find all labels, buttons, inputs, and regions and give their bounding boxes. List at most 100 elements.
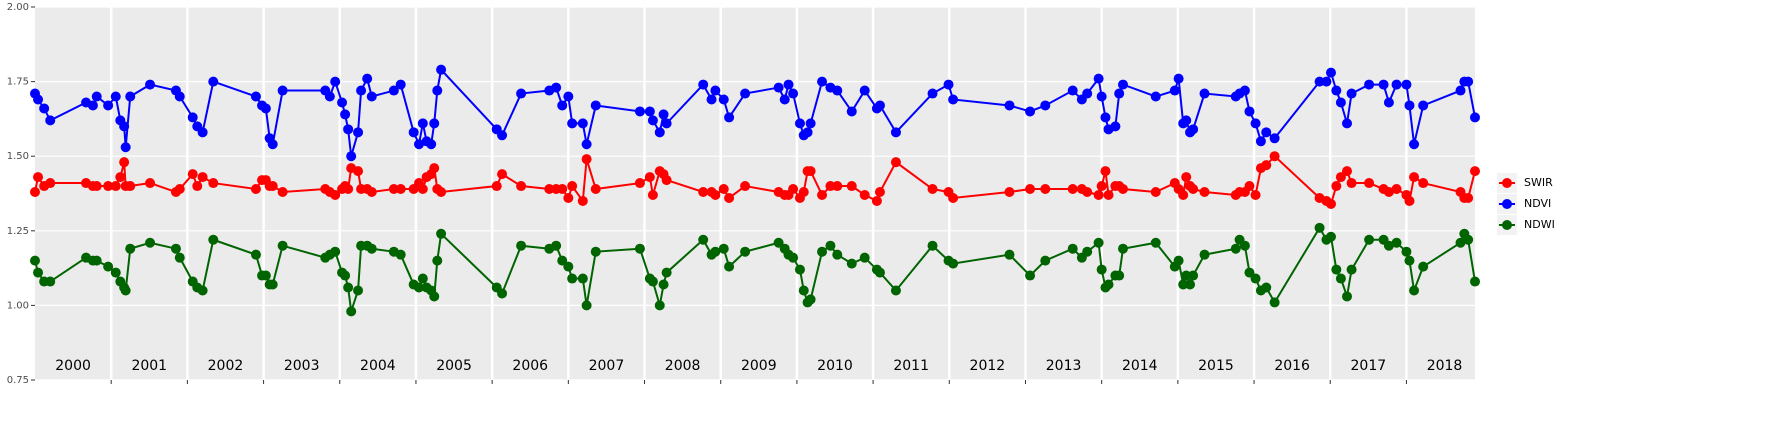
data-point xyxy=(1239,85,1250,96)
data-point xyxy=(1331,264,1342,275)
data-point xyxy=(1326,198,1336,209)
year-label: 2007 xyxy=(589,358,625,374)
data-point xyxy=(1150,91,1161,102)
data-point xyxy=(1342,291,1352,302)
data-point xyxy=(1118,79,1128,90)
data-point xyxy=(250,91,261,102)
data-point xyxy=(1181,172,1192,183)
data-point xyxy=(1401,79,1412,90)
data-point xyxy=(1391,237,1402,248)
data-point xyxy=(1261,282,1272,293)
data-point xyxy=(337,97,348,108)
data-point xyxy=(91,255,102,266)
data-point xyxy=(874,187,885,198)
data-point xyxy=(408,127,419,138)
data-point xyxy=(644,172,655,183)
data-point xyxy=(805,294,816,305)
data-point xyxy=(1103,189,1114,200)
data-point xyxy=(1067,85,1078,96)
data-point xyxy=(1185,279,1196,290)
data-point xyxy=(718,243,729,254)
data-point xyxy=(1331,181,1342,192)
data-point xyxy=(414,139,424,150)
data-point xyxy=(103,261,114,272)
data-point xyxy=(634,106,645,117)
data-point xyxy=(698,79,709,90)
data-point xyxy=(197,285,208,296)
data-point xyxy=(1188,124,1199,135)
year-label: 2010 xyxy=(817,358,853,374)
data-point xyxy=(1114,270,1125,281)
data-point xyxy=(330,189,341,200)
data-point xyxy=(1391,184,1402,195)
data-point xyxy=(497,130,508,141)
data-point xyxy=(825,240,836,251)
data-point xyxy=(429,163,440,174)
data-point xyxy=(516,240,527,251)
y-tick-label: 1.00 xyxy=(7,300,29,311)
data-point xyxy=(208,234,219,245)
data-point xyxy=(740,181,751,192)
year-label: 2018 xyxy=(1427,358,1463,374)
data-point xyxy=(846,258,857,269)
data-point xyxy=(197,127,208,138)
data-point xyxy=(718,94,729,105)
data-point xyxy=(1404,100,1415,111)
legend-label: NDVI xyxy=(1524,197,1551,210)
data-point xyxy=(1025,106,1036,117)
data-point xyxy=(740,246,751,257)
data-point xyxy=(1114,88,1125,99)
data-point xyxy=(491,181,502,192)
data-point xyxy=(87,100,98,111)
data-point xyxy=(1364,79,1375,90)
data-point xyxy=(1250,118,1261,129)
data-point xyxy=(817,246,828,257)
data-point xyxy=(710,85,721,96)
data-point xyxy=(250,249,261,260)
data-point xyxy=(497,288,508,299)
data-point xyxy=(1418,261,1429,272)
data-point xyxy=(1364,234,1375,245)
data-point xyxy=(426,139,437,150)
data-point xyxy=(943,79,954,90)
data-point xyxy=(103,100,114,111)
data-point xyxy=(590,184,601,195)
data-point xyxy=(330,76,341,87)
data-point xyxy=(170,243,181,254)
data-point xyxy=(1342,166,1352,177)
data-point xyxy=(1118,184,1128,195)
data-point xyxy=(110,267,121,278)
data-point xyxy=(1110,121,1121,132)
data-point xyxy=(1314,222,1325,233)
y-tick-label: 0.75 xyxy=(7,375,29,386)
data-point xyxy=(145,79,156,90)
data-point xyxy=(1383,187,1394,198)
data-point xyxy=(874,100,885,111)
year-label: 2013 xyxy=(1046,358,1082,374)
data-point xyxy=(417,184,428,195)
data-point xyxy=(414,282,424,293)
data-point xyxy=(395,184,406,195)
data-point xyxy=(103,181,114,192)
data-point xyxy=(832,181,843,192)
data-point xyxy=(125,91,136,102)
data-point xyxy=(832,249,843,260)
data-point xyxy=(1261,127,1272,138)
data-point xyxy=(120,285,131,296)
data-point xyxy=(661,267,672,278)
data-point xyxy=(654,127,665,138)
data-point xyxy=(1082,246,1093,257)
year-label: 2006 xyxy=(512,358,548,374)
data-point xyxy=(429,291,440,302)
data-point xyxy=(395,249,406,260)
data-point xyxy=(773,82,784,93)
data-point xyxy=(1470,166,1480,177)
year-label: 2005 xyxy=(436,358,472,374)
y-tick-label: 2.00 xyxy=(7,2,29,13)
data-point xyxy=(187,169,198,180)
data-point xyxy=(1199,88,1210,99)
data-point xyxy=(1463,76,1474,87)
data-point xyxy=(1346,88,1357,99)
data-point xyxy=(1082,187,1093,198)
